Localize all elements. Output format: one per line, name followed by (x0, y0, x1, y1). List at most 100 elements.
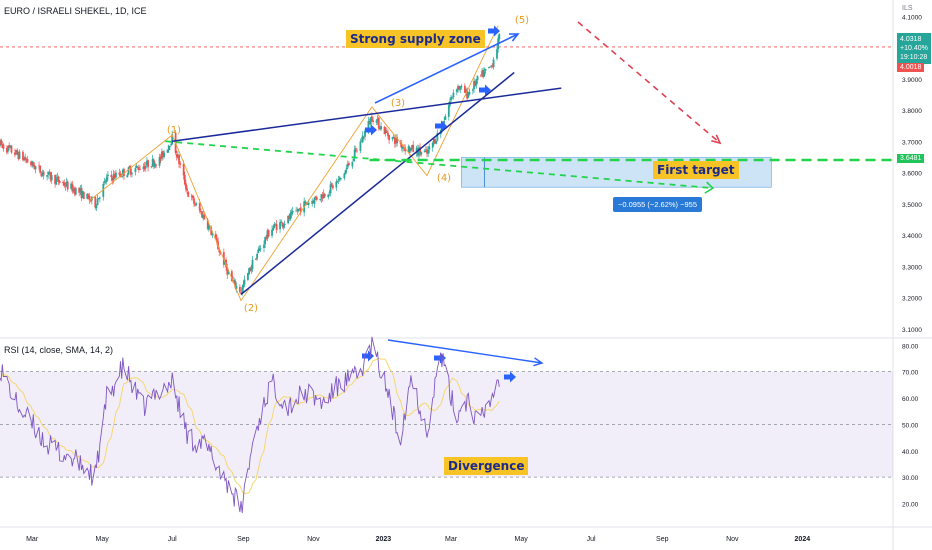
candle-body (314, 196, 317, 198)
candle-body (154, 163, 156, 168)
candle-body (471, 89, 474, 91)
candle-body (139, 169, 141, 171)
candle-body (376, 118, 379, 121)
candle-body (307, 202, 310, 205)
candle (46, 175, 48, 181)
candle (321, 191, 324, 202)
candle (166, 149, 169, 154)
candle-body (484, 68, 487, 71)
supply-arrow-head (508, 33, 520, 42)
candle-body (443, 120, 446, 124)
candle (287, 215, 290, 225)
candle (26, 155, 29, 164)
candle (38, 161, 40, 171)
candle (251, 255, 254, 273)
candle (281, 222, 284, 229)
candle-body (329, 184, 332, 194)
candle-body (147, 160, 149, 168)
candle (104, 179, 107, 185)
candle (379, 125, 381, 131)
candle-body (70, 183, 73, 189)
candle-body (128, 166, 131, 169)
candle (23, 155, 26, 162)
candle-body (331, 185, 334, 189)
candle (424, 146, 427, 153)
candle (289, 210, 292, 221)
candle (1, 141, 4, 149)
candle (62, 180, 65, 186)
candle-body (488, 66, 490, 69)
candle (64, 182, 67, 191)
candle (58, 180, 61, 185)
candle-body (264, 237, 267, 245)
candle-body (243, 279, 246, 285)
candle (121, 168, 124, 179)
candle-body (289, 213, 292, 220)
candle-body (14, 152, 16, 155)
candle-body (123, 168, 125, 177)
candle-body (306, 204, 309, 206)
candle-body (379, 128, 381, 130)
time-tick-label: Sep (237, 536, 250, 543)
last-price-value: 4.0318 (900, 36, 922, 43)
candle-body (400, 143, 403, 149)
candle (0, 138, 3, 149)
candle-body (23, 158, 26, 161)
pointer-arrow-icon (488, 25, 500, 37)
candle (372, 116, 374, 125)
candle-body (210, 227, 213, 235)
candle-body (344, 170, 347, 175)
candle (452, 89, 455, 100)
candle (327, 193, 330, 200)
candle-body (322, 193, 325, 199)
candle-body (271, 229, 273, 236)
price-tick-label: 3.8000 (902, 108, 922, 115)
candle (17, 151, 20, 161)
candle-body (392, 136, 395, 138)
candle-body (352, 158, 355, 162)
candle-body (353, 149, 356, 159)
candle (466, 87, 469, 101)
candle-body (313, 197, 316, 204)
candle (377, 116, 380, 131)
candle (63, 179, 66, 188)
candle-body (463, 85, 466, 93)
candle-body (25, 159, 28, 161)
candle-body (78, 187, 81, 193)
candle-body (118, 172, 121, 175)
candle-body (33, 165, 36, 170)
candle-body (327, 194, 330, 198)
candle (328, 190, 331, 197)
candle (481, 68, 483, 78)
candle (271, 225, 273, 239)
rsi-tick-label: 40.00 (902, 449, 919, 456)
candle-body (476, 75, 479, 81)
candle (74, 186, 77, 196)
candle (320, 193, 323, 203)
candle-body (498, 33, 501, 40)
candle-body (79, 189, 82, 192)
candle-body (238, 286, 241, 292)
wave-label-4: (4) (436, 173, 452, 184)
candle-body (150, 166, 153, 168)
candle (187, 190, 190, 197)
candle (131, 171, 133, 178)
candle-body (346, 163, 349, 168)
candle (123, 167, 125, 181)
wave-label-3: (3) (390, 98, 406, 109)
candle (407, 144, 410, 154)
candle (127, 166, 130, 176)
candle (400, 139, 403, 152)
second-price-tag: 4.0018 (897, 63, 925, 72)
candle-body (30, 161, 32, 166)
candle-body (168, 146, 171, 148)
candle-body (137, 167, 140, 171)
candle (459, 85, 462, 94)
candle-body (492, 59, 495, 68)
candle-body (272, 227, 275, 231)
candle-body (267, 230, 270, 237)
candle (427, 145, 430, 157)
trendline (172, 87, 562, 142)
candle (10, 144, 13, 154)
candle (33, 162, 36, 170)
